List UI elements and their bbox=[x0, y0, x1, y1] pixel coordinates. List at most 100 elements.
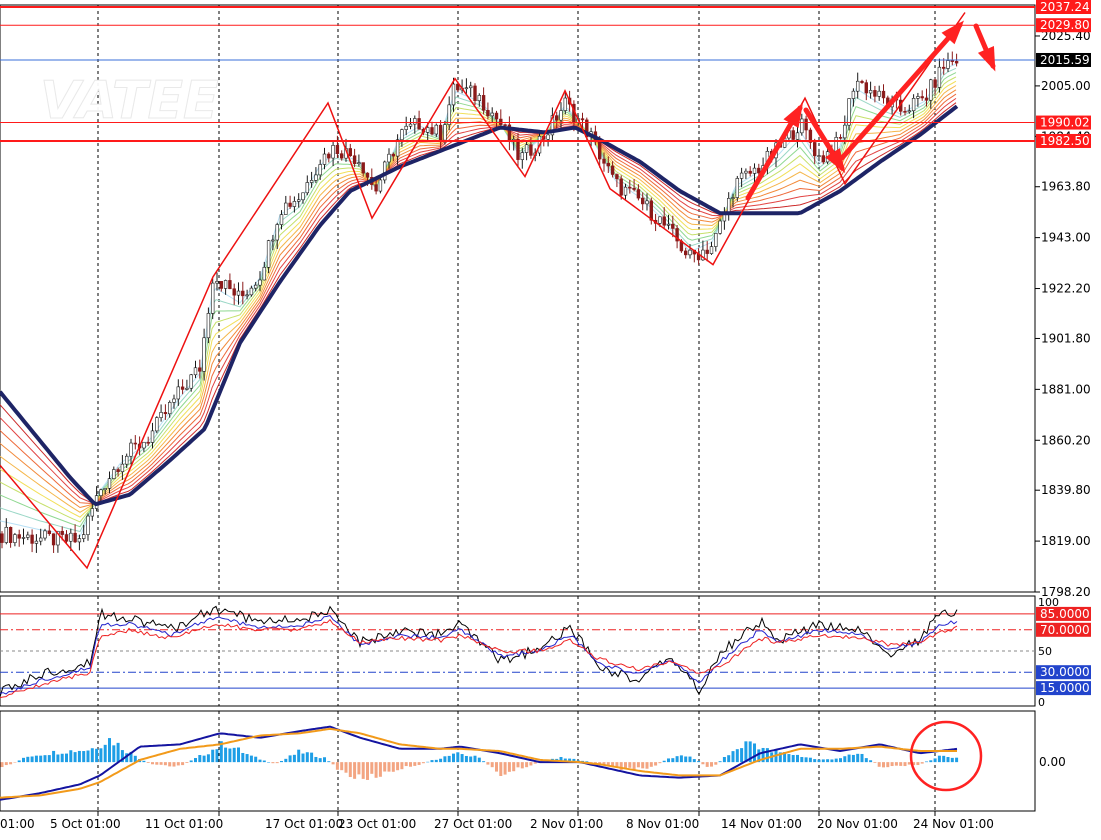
macd-hist-bar bbox=[142, 760, 146, 763]
time-axis: 01:00 5 Oct 01:00 11 Oct 01:00 17 Oct 01:00… bbox=[0, 811, 994, 831]
candle-body bbox=[335, 145, 340, 154]
macd-hist-bar bbox=[821, 759, 825, 763]
macd-hist-bar bbox=[899, 762, 903, 766]
macd-hist-bar bbox=[172, 762, 176, 767]
candle-body bbox=[339, 153, 344, 159]
macd-hist-bar bbox=[636, 762, 640, 768]
candle-body bbox=[447, 104, 451, 125]
macd-hist-bar bbox=[667, 758, 670, 763]
macd-hist-bar bbox=[753, 743, 756, 763]
arrow-head bbox=[783, 102, 804, 128]
candle-body bbox=[709, 246, 714, 254]
candle-body bbox=[211, 282, 215, 314]
candle-body bbox=[795, 132, 800, 140]
macd-hist-bar bbox=[344, 762, 348, 773]
arrow-head bbox=[825, 148, 846, 174]
level-label: 2037.24 bbox=[1040, 0, 1090, 14]
level-label: 1990.02 bbox=[1040, 116, 1090, 130]
candle-body bbox=[69, 532, 73, 542]
macd-hist-bar bbox=[791, 755, 795, 763]
macd-hist-bar bbox=[305, 752, 309, 763]
macd-hist-bar bbox=[559, 756, 563, 763]
candle-body bbox=[361, 162, 365, 174]
macd-indicator: 18.9906 0.00 -18.4207 bbox=[0, 0, 1093, 801]
macd-hist-bar bbox=[512, 762, 516, 772]
candle-body bbox=[34, 540, 39, 544]
macd-hist-bar bbox=[778, 752, 782, 763]
candle-body bbox=[597, 139, 602, 160]
macd-hist-bar bbox=[877, 762, 881, 767]
candle-body bbox=[808, 129, 813, 143]
macd-hist-bar bbox=[215, 749, 219, 763]
macd-hist-bar bbox=[374, 762, 378, 778]
macd-hist-bar bbox=[830, 759, 834, 763]
candle-body bbox=[649, 200, 654, 221]
macd-hist-bar bbox=[839, 758, 842, 763]
candle-body bbox=[254, 284, 258, 289]
macd-hist-bar bbox=[176, 762, 180, 766]
macd-hist-bar bbox=[851, 754, 855, 763]
macd-hist-bar bbox=[804, 757, 808, 763]
candle-body bbox=[56, 530, 60, 546]
macd-hist-bar bbox=[469, 756, 473, 763]
candle-body bbox=[632, 187, 636, 190]
candle-body bbox=[249, 287, 254, 296]
stoch-line bbox=[0, 615, 958, 695]
candle-body bbox=[189, 374, 193, 389]
highlight-circle bbox=[909, 720, 983, 792]
candle-body bbox=[417, 118, 421, 130]
candle-body bbox=[322, 153, 327, 165]
ema-ribbon-line bbox=[0, 89, 957, 509]
macd-hist-bar bbox=[856, 753, 860, 763]
macd-hist-bar bbox=[507, 762, 511, 772]
candle-body bbox=[374, 184, 378, 192]
macd-hist-bar bbox=[245, 754, 249, 763]
candle-body bbox=[232, 288, 236, 296]
macd-hist-bar bbox=[529, 762, 533, 766]
ema-ribbon-line bbox=[0, 93, 957, 505]
candle-body bbox=[215, 281, 219, 284]
macd-hist-bar bbox=[654, 762, 658, 766]
candle-body bbox=[748, 170, 752, 174]
candle-body bbox=[163, 412, 168, 415]
macd-hist-bar bbox=[280, 760, 283, 763]
time-tick-label: 14 Nov 01:00 bbox=[721, 817, 802, 831]
macd-hist-bar bbox=[314, 756, 318, 763]
macd-hist-bar bbox=[219, 741, 223, 763]
macd-hist-bar bbox=[929, 760, 933, 763]
macd-hist-bar bbox=[477, 757, 481, 763]
macd-hist-bar bbox=[65, 753, 68, 763]
macd-hist-bar bbox=[662, 760, 666, 763]
candle-body bbox=[125, 455, 129, 465]
macd-hist-bar bbox=[796, 754, 799, 763]
ema-ribbon-line bbox=[0, 85, 957, 513]
candle-body bbox=[946, 60, 950, 69]
macd-hist-bar bbox=[224, 747, 228, 763]
candle-body bbox=[13, 534, 17, 543]
macd-hist-bar bbox=[447, 755, 451, 763]
candle-body bbox=[559, 110, 563, 121]
macd-tick-label: 0.00 bbox=[1039, 755, 1066, 769]
stoch-level-tag bbox=[1036, 681, 1091, 696]
macd-hist-bar bbox=[43, 755, 47, 763]
macd-hist-bar bbox=[950, 757, 954, 763]
macd-hist-bar bbox=[589, 762, 593, 763]
macd-hist-bar bbox=[464, 755, 468, 763]
macd-hist-bar bbox=[619, 762, 623, 771]
stochastic-indicator: 85.0000 70.0000 30.0000 15.0000 100 50 0 bbox=[0, 596, 1091, 709]
candle-body bbox=[434, 124, 438, 135]
candle-body bbox=[176, 386, 180, 400]
candle-body bbox=[365, 172, 370, 178]
macd-hist-bar bbox=[606, 762, 610, 766]
macd-hist-bar bbox=[714, 762, 718, 765]
stoch-level-tag bbox=[1036, 665, 1091, 680]
candle-body bbox=[90, 508, 95, 517]
candle-body bbox=[941, 66, 946, 69]
macd-hist-bar bbox=[163, 762, 167, 766]
macd-hist-bar bbox=[757, 749, 761, 763]
candle-body bbox=[228, 280, 232, 290]
candle-body bbox=[864, 82, 869, 94]
macd-hist-bar bbox=[520, 762, 524, 769]
macd-hist-bar bbox=[228, 748, 232, 763]
macd-hist-bar bbox=[615, 762, 619, 767]
